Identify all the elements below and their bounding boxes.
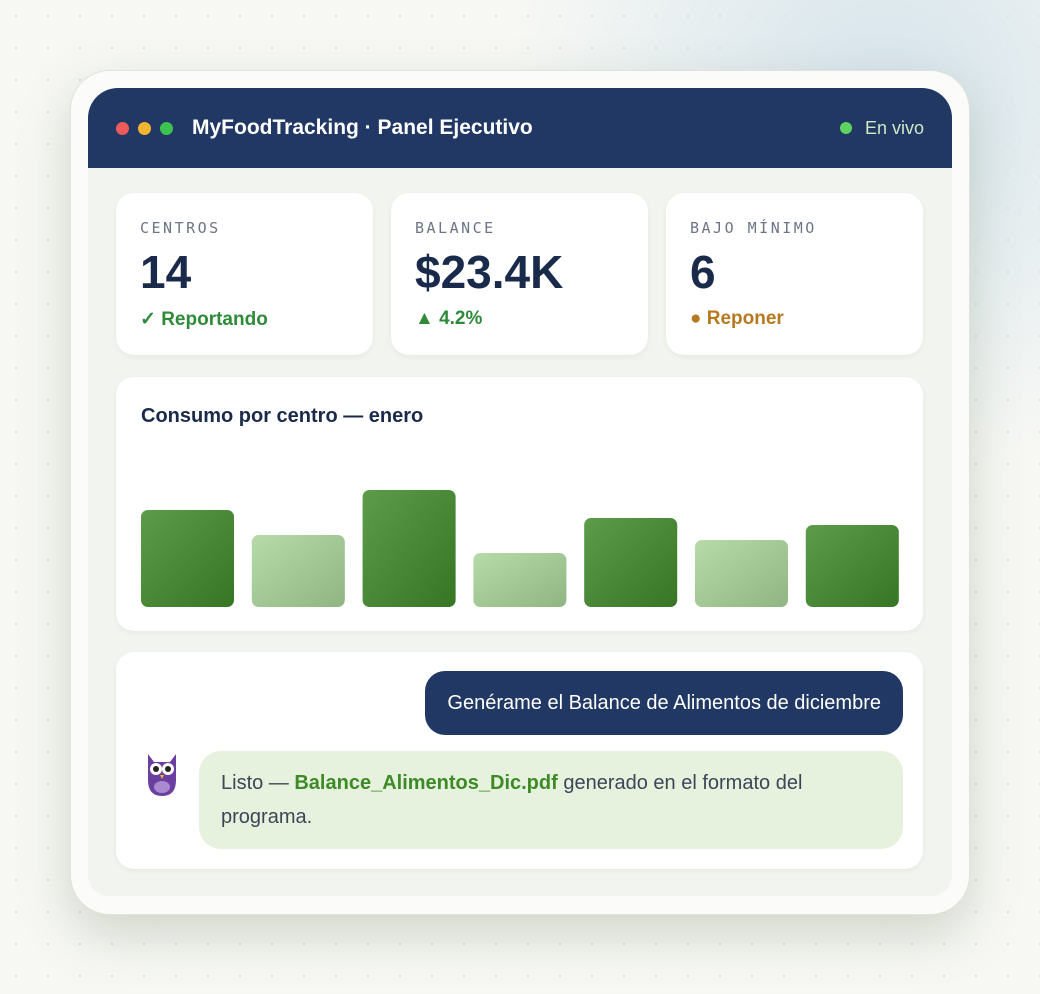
chart (141, 490, 899, 607)
kpi-label: BALANCE (415, 219, 496, 237)
kpi-label: BAJO MÍNIMO (690, 219, 817, 237)
kpi-note: ✓ Reportando (140, 309, 268, 330)
bar-shade (584, 518, 678, 607)
bar-shade (362, 490, 456, 607)
minimize-dot[interactable] (138, 121, 151, 135)
bot-text: Listo — (221, 772, 295, 794)
chart-card: Consumo por centro — enero (116, 377, 923, 631)
user-message: Genérame el Balance de Alimentos de dici… (425, 671, 903, 735)
file-link[interactable]: Balance_Alimentos_Dic.pdf (294, 772, 558, 794)
kpi-note: ● Reponer (690, 308, 784, 329)
bar-shade (805, 525, 899, 607)
bar-shade (141, 510, 234, 607)
bar-shade (473, 553, 567, 607)
bar-shade (695, 540, 788, 607)
app-title: MyFoodTracking · Panel Ejecutivo (192, 116, 533, 139)
kpi-value: 6 (690, 246, 716, 298)
chat-card: Genérame el Balance de Alimentos de dici… (116, 652, 923, 869)
bot-text: generado en el formato del programa. (221, 772, 803, 828)
maximize-dot[interactable] (160, 121, 173, 135)
kpi-value: 14 (140, 246, 192, 298)
chart-title: Consumo por centro — enero (141, 405, 424, 427)
kpi-label: CENTROS (140, 219, 221, 237)
owl-avatar (148, 754, 176, 796)
live-status: En vivo (840, 118, 924, 139)
kpi-note: ▲ 4.2% (415, 308, 483, 329)
header: MyFoodTracking · Panel Ejecutivo En vivo (88, 88, 952, 168)
bot-message: Listo — Balance_Alimentos_Dic.pdf genera… (199, 751, 903, 849)
close-dot[interactable] (116, 121, 129, 135)
kpi-card: BAJO MÍNIMO 6 ● Reponer (666, 193, 923, 355)
dashboard: MyFoodTracking · Panel Ejecutivo En vivo… (88, 88, 952, 896)
kpi-card: BALANCE $23.4K ▲ 4.2% (391, 193, 648, 355)
bar-shade (251, 535, 345, 607)
kpi-card: CENTROS 14 ✓ Reportando (116, 193, 373, 355)
kpi-value: $23.4K (415, 246, 564, 298)
